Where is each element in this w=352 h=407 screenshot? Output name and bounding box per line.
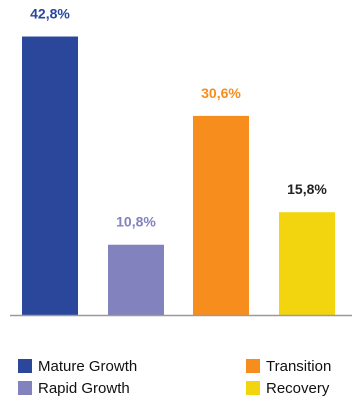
legend-label-recovery: Recovery — [266, 379, 330, 397]
legend-swatch-recovery — [246, 381, 260, 395]
data-label-transition: 30,6% — [201, 85, 241, 101]
legend-swatch-mature-growth — [18, 359, 32, 373]
bar-recovery — [279, 212, 335, 315]
bar-transition — [193, 115, 249, 316]
bar-rapid-growth — [108, 244, 164, 315]
legend-item-recovery: Recovery — [246, 379, 329, 397]
legend-item-rapid-growth: Rapid Growth — [18, 379, 130, 397]
legend-label-mature-growth: Mature Growth — [38, 357, 138, 375]
bar-mature-growth — [22, 36, 78, 315]
legend-item-transition: Transition — [246, 357, 331, 375]
legend-swatch-rapid-growth — [18, 381, 32, 395]
data-label-recovery: 15,8% — [287, 181, 327, 197]
legend-item-mature-growth: Mature Growth — [18, 357, 137, 375]
legend-label-transition: Transition — [266, 357, 332, 375]
bar-chart: 42,8% 10,8% 30,6% 15,8% — [10, 6, 352, 317]
data-label-rapid-growth: 10,8% — [116, 214, 156, 230]
legend-label-rapid-growth: Rapid Growth — [38, 379, 130, 397]
data-label-mature-growth: 42,8% — [30, 6, 70, 22]
legend-swatch-transition — [246, 359, 260, 373]
